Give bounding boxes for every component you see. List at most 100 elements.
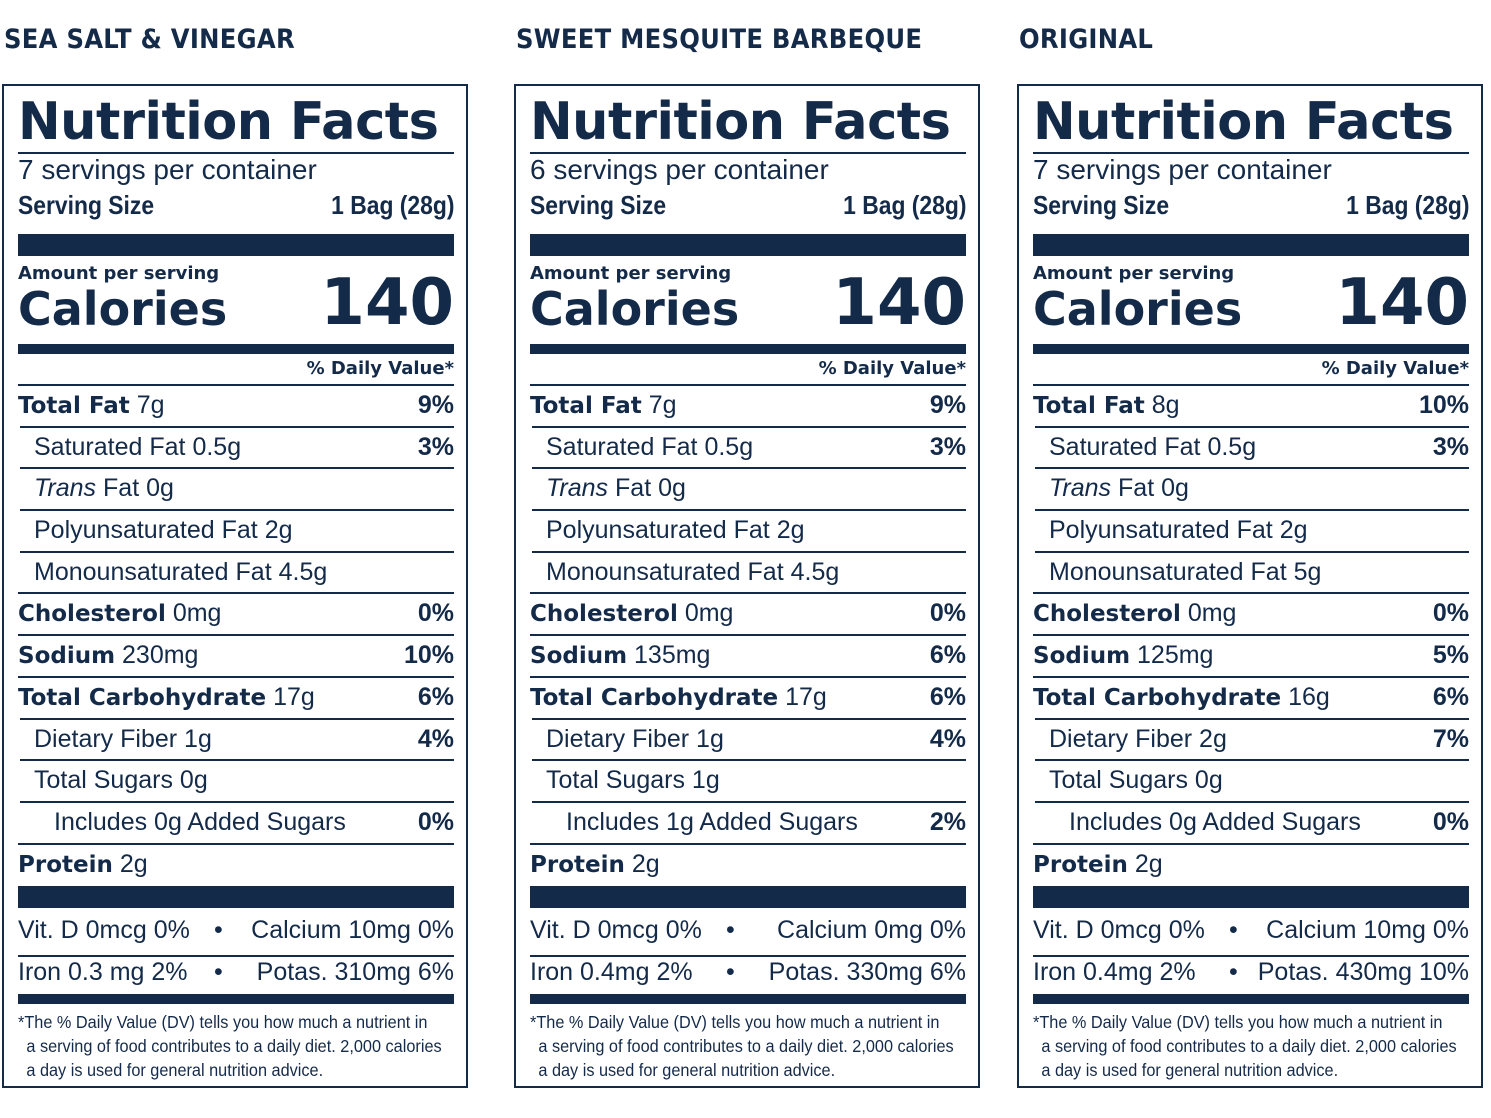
nutrient-row-trans-fat: Trans Fat 0g <box>532 467 966 509</box>
nutrient-name: Cholesterol <box>530 601 678 628</box>
nutrient-row-total-fat: Total Fat 7g 9% <box>530 384 966 426</box>
nutrient-label: Total Fat 7g <box>18 391 165 420</box>
nutrient-amount: 17g <box>273 682 315 711</box>
nutrient-amount: 2g <box>776 516 805 545</box>
nutrient-label: Saturated Fat 0.5g <box>34 433 241 462</box>
nutrient-daily-value: 9% <box>929 391 966 419</box>
nutrient-row-dietary-fiber: Dietary Fiber 1g 4% <box>532 717 966 760</box>
nutrient-amount: 0.5g <box>1207 432 1257 461</box>
nutrient-daily-value: 4% <box>417 724 454 753</box>
footnote-line: a serving of food contributes to a daily… <box>538 1036 954 1056</box>
nutrient-row-trans-fat: Trans Fat 0g <box>20 467 454 509</box>
medium-divider <box>1033 344 1469 354</box>
calories-label: Calories <box>18 282 228 336</box>
calories-label: Calories <box>530 282 740 336</box>
nutrient-amount: 0mg <box>172 599 222 628</box>
nutrient-label: Polyunsaturated Fat 2g <box>1049 516 1308 545</box>
nutrient-daily-value: 5% <box>1432 641 1469 670</box>
nutrient-name: Protein <box>1033 851 1128 878</box>
panel-content: Nutrition Facts 6 servings per container S… <box>530 86 966 1086</box>
nutrient-amount: 0.5g <box>704 432 754 461</box>
medium-divider <box>18 344 454 354</box>
nutrient-daily-value: 0% <box>929 599 966 628</box>
nutrient-row-monounsaturated-fat: Monounsaturated Fat 4.5g <box>532 550 966 593</box>
nutrient-name: Cholesterol <box>18 601 166 628</box>
nutrient-amount: 1g <box>691 766 720 795</box>
nutrient-row-total-carbohydrate: Total Carbohydrate 17g 6% <box>530 675 966 718</box>
nutrient-name: Protein <box>18 851 113 878</box>
nutrient-daily-value: 9% <box>417 391 454 419</box>
nutrient-rows: Total Fat 7g 9% Saturated Fat 0.5g 3% Trans … <box>18 384 454 884</box>
nutrient-amount: 125mg <box>1137 641 1214 670</box>
thick-divider <box>530 886 966 908</box>
nutrient-name: Total Fat <box>18 393 130 419</box>
bullet-separator: • <box>1229 916 1238 944</box>
nutrient-name: Sodium <box>530 643 628 670</box>
nutrient-name: Saturated Fat <box>34 432 186 461</box>
nutrient-daily-value: 0% <box>1432 807 1469 836</box>
serving-size-value: 1 Bag (28g) <box>1346 190 1470 220</box>
nutrient-amount: 2g <box>631 849 660 878</box>
nutrient-name: Total Carbohydrate <box>1033 684 1282 711</box>
nutrient-row-polyunsaturated-fat: Polyunsaturated Fat 2g <box>20 509 454 551</box>
nutrient-daily-value: 3% <box>1432 432 1469 461</box>
panel-title: Nutrition Facts <box>18 92 439 152</box>
nutrient-label: Total Fat 8g <box>1033 391 1180 420</box>
footnote-line: *The % Daily Value (DV) tells you how mu… <box>18 1012 428 1032</box>
nutrient-row-total-sugars: Total Sugars 0g <box>20 759 454 801</box>
nutrient-name-italic: Trans <box>546 474 609 503</box>
footnote-line: a serving of food contributes to a daily… <box>26 1036 442 1056</box>
calories-label: Calories <box>1033 282 1243 336</box>
nutrient-amount: 7g <box>648 391 677 419</box>
footnote-line: a day is used for general nutrition advi… <box>1041 1060 1339 1080</box>
servings-per-container: 6 servings per container <box>530 154 829 185</box>
nutrient-name: Includes 0g Added Sugars <box>1069 807 1361 836</box>
nutrient-daily-value: 7% <box>1432 724 1469 753</box>
nutrient-name: Polyunsaturated Fat <box>34 516 258 545</box>
iron: Iron 0.4mg 2% <box>1033 958 1196 986</box>
nutrient-label: Monounsaturated Fat 4.5g <box>546 558 839 587</box>
amount-per-serving: Amount per serving <box>1033 263 1235 284</box>
nutrient-row-total-sugars: Total Sugars 1g <box>532 759 966 801</box>
nutrient-label: Cholesterol 0mg <box>18 599 221 628</box>
nutrient-amount: 0g <box>179 766 208 795</box>
nutrient-amount: 4.5g <box>790 557 840 586</box>
mineral-row: Iron 0.4mg 2% • Potas. 430mg 10% <box>1033 956 1469 997</box>
nutrient-amount: 0g <box>1194 766 1223 795</box>
nutrient-label: Sodium 135mg <box>530 641 710 670</box>
nutrient-amount: 0mg <box>1187 599 1237 628</box>
nutrient-label: Protein 2g <box>1033 850 1163 879</box>
footnote-line: a day is used for general nutrition advi… <box>26 1060 324 1080</box>
nutrient-label: Polyunsaturated Fat 2g <box>34 516 293 545</box>
footnote-line: *The % Daily Value (DV) tells you how mu… <box>1033 1012 1443 1032</box>
divider <box>530 152 966 154</box>
potassium: Potas. 310mg 6% <box>256 958 454 986</box>
nutrient-row-saturated-fat: Saturated Fat 0.5g 3% <box>20 425 454 468</box>
nutrient-name: Sodium <box>18 643 116 670</box>
nutrient-label: Protein 2g <box>530 850 660 879</box>
medium-divider <box>1033 994 1469 1004</box>
nutrient-label: Total Carbohydrate 16g <box>1033 683 1330 712</box>
serving-size-value: 1 Bag (28g) <box>843 190 967 220</box>
flavor-title: ORIGINAL <box>1019 24 1154 55</box>
footnote: *The % Daily Value (DV) tells you how mu… <box>530 1010 968 1082</box>
footnote-line: *The % Daily Value (DV) tells you how mu… <box>530 1012 940 1032</box>
serving-size-label: Serving Size <box>1033 190 1170 220</box>
nutrient-amount: 17g <box>785 682 827 711</box>
nutrient-row-monounsaturated-fat: Monounsaturated Fat 5g <box>1035 550 1469 593</box>
footnote: *The % Daily Value (DV) tells you how mu… <box>18 1010 456 1082</box>
nutrient-daily-value: 2% <box>929 807 966 836</box>
nutrient-row-polyunsaturated-fat: Polyunsaturated Fat 2g <box>532 509 966 551</box>
vitamin-d: Vit. D 0mcg 0% <box>18 916 190 944</box>
nutrient-name: Total Sugars <box>1049 766 1188 795</box>
nutrient-name-italic: Trans <box>1049 474 1112 503</box>
nutrient-amount: 230mg <box>122 641 199 670</box>
nutrient-label: Monounsaturated Fat 5g <box>1049 558 1321 587</box>
nutrient-label: Total Sugars 1g <box>546 766 720 795</box>
serving-size-label: Serving Size <box>530 190 667 220</box>
nutrient-label: Trans Fat 0g <box>546 474 686 503</box>
nutrient-name: Saturated Fat <box>546 432 698 461</box>
nutrient-label: Includes 0g Added Sugars <box>54 808 346 837</box>
calcium: Calcium 10mg 0% <box>251 916 454 944</box>
nutrient-label: Includes 1g Added Sugars <box>566 808 858 837</box>
